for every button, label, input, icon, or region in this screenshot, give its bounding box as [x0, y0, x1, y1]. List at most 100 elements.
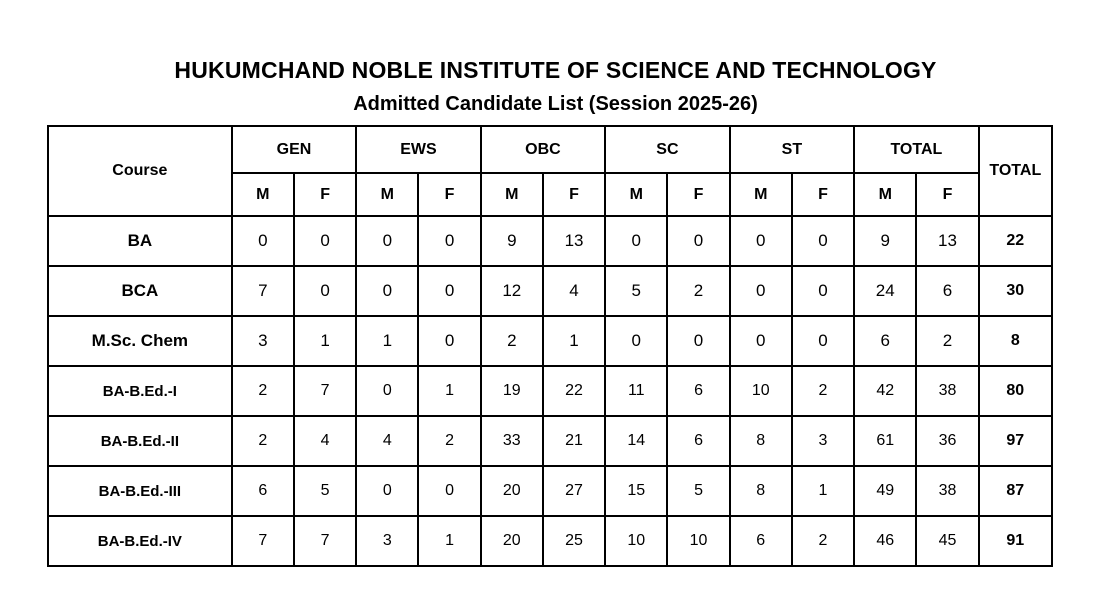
- value-cell: 8: [728, 465, 793, 517]
- value-cell: 14: [604, 415, 669, 467]
- value-cell: 7: [230, 515, 295, 567]
- row-total-cell: 87: [977, 465, 1054, 517]
- value-cell: 61: [853, 415, 918, 467]
- course-cell: BCA: [47, 265, 233, 317]
- value-cell: 0: [790, 215, 856, 267]
- value-cell: 0: [666, 215, 731, 267]
- value-cell: 1: [292, 315, 358, 367]
- value-cell: 25: [541, 515, 607, 567]
- value-cell: 5: [292, 465, 358, 517]
- value-cell: 0: [355, 465, 420, 517]
- value-cell: 7: [292, 515, 358, 567]
- value-cell: 1: [541, 315, 607, 367]
- course-cell: BA-B.Ed.-III: [47, 465, 233, 517]
- column-header-course: Course: [47, 125, 233, 217]
- value-cell: 42: [853, 365, 918, 417]
- row-total-cell: 80: [977, 365, 1054, 417]
- course-cell: M.Sc. Chem: [47, 315, 233, 367]
- column-subheader-sc-f: F: [666, 172, 731, 217]
- column-subheader-st-m: M: [728, 172, 793, 217]
- row-total-cell: 30: [977, 265, 1054, 317]
- value-cell: 20: [479, 465, 544, 517]
- column-group-ews: EWS: [355, 125, 482, 174]
- table-row: BA-B.Ed.-I 2 7 0 1 19 22 11 6 10 2 42 38 80: [47, 365, 1054, 417]
- column-group-obc: OBC: [479, 125, 607, 174]
- page-title: HUKUMCHAND NOBLE INSTITUTE OF SCIENCE AN…: [174, 57, 937, 83]
- course-cell: BA-B.Ed.-II: [47, 415, 233, 467]
- value-cell: 0: [292, 215, 358, 267]
- column-subheader-ews-m: M: [355, 172, 420, 217]
- value-cell: 3: [790, 415, 856, 467]
- value-cell: 10: [604, 515, 669, 567]
- column-subheader-ews-f: F: [417, 172, 482, 217]
- column-group-sc: SC: [604, 125, 731, 174]
- value-cell: 0: [790, 265, 856, 317]
- value-cell: 10: [666, 515, 731, 567]
- column-subheader-gen-m: M: [230, 172, 295, 217]
- column-header-grand-total: TOTAL: [977, 125, 1054, 217]
- column-group-gen: GEN: [230, 125, 358, 174]
- row-total-cell: 8: [977, 315, 1054, 367]
- value-cell: 46: [853, 515, 918, 567]
- table-row: BA-B.Ed.-II 2 4 4 2 33 21 14 6 8 3 61 36 97: [47, 415, 1054, 467]
- course-cell: BA: [47, 215, 233, 267]
- value-cell: 0: [790, 315, 856, 367]
- value-cell: 7: [292, 365, 358, 417]
- value-cell: 27: [541, 465, 607, 517]
- value-cell: 0: [728, 265, 793, 317]
- value-cell: 2: [915, 315, 980, 367]
- value-cell: 3: [230, 315, 295, 367]
- value-cell: 11: [604, 365, 669, 417]
- value-cell: 12: [479, 265, 544, 317]
- value-cell: 6: [230, 465, 295, 517]
- value-cell: 2: [230, 365, 295, 417]
- value-cell: 6: [728, 515, 793, 567]
- value-cell: 33: [479, 415, 544, 467]
- value-cell: 0: [292, 265, 358, 317]
- value-cell: 4: [355, 415, 420, 467]
- value-cell: 8: [728, 415, 793, 467]
- column-subheader-sc-m: M: [604, 172, 669, 217]
- column-subheader-st-f: F: [790, 172, 856, 217]
- value-cell: 1: [417, 365, 482, 417]
- value-cell: 0: [417, 465, 482, 517]
- table-body: BA 0 0 0 0 9 13 0 0 0 0 9 13 22 BCA 7 0 0 0 12 4 5 2 0 0 24 6 30 M.S…: [47, 215, 1054, 567]
- value-cell: 0: [604, 315, 669, 367]
- value-cell: 0: [417, 265, 482, 317]
- value-cell: 6: [915, 265, 980, 317]
- category-header-row: Course GEN EWS OBC SC ST TOTAL TOTAL: [47, 125, 1054, 217]
- value-cell: 0: [355, 215, 420, 267]
- value-cell: 0: [728, 215, 793, 267]
- value-cell: 0: [728, 315, 793, 367]
- row-total-cell: 91: [977, 515, 1054, 567]
- value-cell: 1: [790, 465, 856, 517]
- value-cell: 21: [541, 415, 607, 467]
- column-subheader-gen-f: F: [292, 172, 358, 217]
- table-row: BCA 7 0 0 0 12 4 5 2 0 0 24 6 30: [47, 265, 1054, 317]
- value-cell: 0: [417, 215, 482, 267]
- value-cell: 2: [790, 365, 856, 417]
- value-cell: 1: [417, 515, 482, 567]
- column-subheader-total-f: F: [915, 172, 980, 217]
- value-cell: 45: [915, 515, 980, 567]
- value-cell: 0: [355, 265, 420, 317]
- value-cell: 49: [853, 465, 918, 517]
- value-cell: 2: [230, 415, 295, 467]
- value-cell: 6: [853, 315, 918, 367]
- value-cell: 38: [915, 465, 980, 517]
- value-cell: 6: [666, 365, 731, 417]
- value-cell: 15: [604, 465, 669, 517]
- value-cell: 0: [230, 215, 295, 267]
- value-cell: 24: [853, 265, 918, 317]
- value-cell: 2: [790, 515, 856, 567]
- column-subheader-obc-f: F: [541, 172, 607, 217]
- value-cell: 6: [666, 415, 731, 467]
- column-subheader-total-m: M: [853, 172, 918, 217]
- table-row: BA-B.Ed.-III 6 5 0 0 20 27 15 5 8 1 49 38 87: [47, 465, 1054, 517]
- value-cell: 0: [604, 215, 669, 267]
- value-cell: 2: [479, 315, 544, 367]
- page-subtitle: Admitted Candidate List (Session 2025-26…: [353, 93, 758, 115]
